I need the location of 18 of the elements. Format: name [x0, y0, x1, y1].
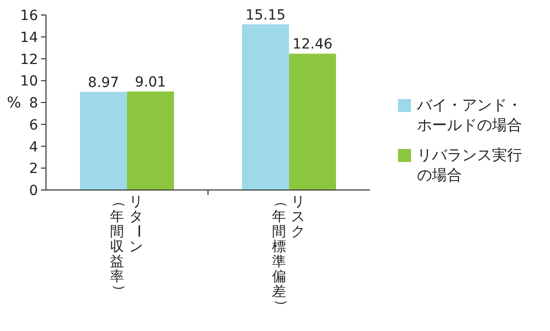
category-label: リターン（年間収益率）	[110, 194, 146, 298]
y-tick-label: 0	[29, 183, 38, 199]
y-tick-label: 4	[29, 139, 38, 156]
y-tick-label: 2	[29, 161, 38, 178]
category-label: リスク（年間標準偏差）	[272, 194, 305, 313]
y-tick-label: 16	[20, 8, 38, 24]
y-tick-label: 6	[29, 117, 38, 134]
data-label: 12.46	[292, 36, 333, 53]
y-tick-label: 10	[20, 74, 38, 90]
y-tick-label: 14	[20, 30, 38, 46]
data-label: 9.01	[134, 74, 166, 90]
y-tick-label: 12	[20, 52, 38, 68]
data-label: 15.15	[245, 7, 286, 24]
y-tick-label: 8	[29, 96, 38, 112]
data-label: 8.97	[88, 74, 120, 91]
legend-label: バイ・アンド・ホールドの場合	[417, 95, 523, 135]
y-axis-title: %	[6, 94, 22, 112]
legend-label: リバランス実行の場合	[417, 145, 523, 185]
